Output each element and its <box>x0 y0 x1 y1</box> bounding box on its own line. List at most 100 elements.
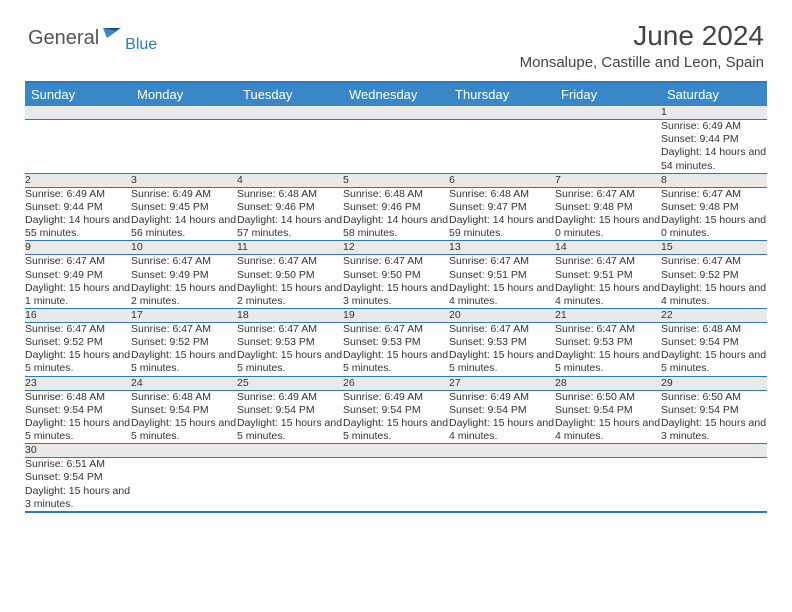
page-title: June 2024 <box>520 20 764 52</box>
sunset-value: 9:49 PM <box>64 269 103 281</box>
sunrise-line: Sunrise: 6:51 AM <box>25 458 131 471</box>
day-detail: Sunrise: 6:49 AMSunset: 9:45 PMDaylight:… <box>131 187 237 241</box>
daylight-value: 15 hours and 5 minutes. <box>555 349 660 374</box>
weekday-header: Tuesday <box>237 82 343 106</box>
daylight-value: 15 hours and 5 minutes. <box>343 417 448 442</box>
sunset-line: Sunset: 9:49 PM <box>131 269 237 282</box>
sunrise-value: 6:48 AM <box>384 188 423 200</box>
day-number: 19 <box>343 308 449 322</box>
daylight-value: 15 hours and 2 minutes. <box>131 282 236 307</box>
day-number: 24 <box>131 376 237 390</box>
day-number: 18 <box>237 308 343 322</box>
sunset-line: Sunset: 9:51 PM <box>449 269 555 282</box>
day-detail: Sunrise: 6:47 AMSunset: 9:53 PMDaylight:… <box>237 323 343 377</box>
sunrise-line: Sunrise: 6:47 AM <box>661 188 767 201</box>
detail-row: Sunrise: 6:47 AMSunset: 9:52 PMDaylight:… <box>25 323 767 377</box>
daylight-value: 15 hours and 5 minutes. <box>131 349 236 374</box>
sunrise-value: 6:47 AM <box>596 255 635 267</box>
daylight-line: Daylight: 15 hours and 4 minutes. <box>555 282 661 308</box>
daylight-line: Daylight: 15 hours and 1 minute. <box>25 282 131 308</box>
sunset-line: Sunset: 9:46 PM <box>343 201 449 214</box>
sunset-value: 9:51 PM <box>488 269 527 281</box>
sunset-value: 9:54 PM <box>382 404 421 416</box>
empty-cell <box>449 120 555 174</box>
daylight-value: 15 hours and 0 minutes. <box>661 214 766 239</box>
daylight-line: Daylight: 15 hours and 2 minutes. <box>131 282 237 308</box>
sunrise-line: Sunrise: 6:49 AM <box>25 188 131 201</box>
daylight-value: 15 hours and 1 minute. <box>25 282 130 307</box>
empty-cell <box>555 458 661 512</box>
daylight-value: 15 hours and 3 minutes. <box>661 417 766 442</box>
title-block: June 2024 Monsalupe, Castille and Leon, … <box>520 20 764 71</box>
detail-row: Sunrise: 6:51 AMSunset: 9:54 PMDaylight:… <box>25 458 767 512</box>
daylight-line: Daylight: 15 hours and 3 minutes. <box>661 417 767 443</box>
sunset-line: Sunset: 9:49 PM <box>25 269 131 282</box>
sunrise-line: Sunrise: 6:48 AM <box>661 323 767 336</box>
day-detail: Sunrise: 6:47 AMSunset: 9:49 PMDaylight:… <box>131 255 237 309</box>
empty-cell <box>237 120 343 174</box>
daylight-line: Daylight: 14 hours and 56 minutes. <box>131 214 237 240</box>
empty-cell <box>131 458 237 512</box>
day-number: 25 <box>237 376 343 390</box>
day-detail: Sunrise: 6:49 AMSunset: 9:54 PMDaylight:… <box>449 390 555 444</box>
sunrise-line: Sunrise: 6:49 AM <box>237 391 343 404</box>
day-detail: Sunrise: 6:47 AMSunset: 9:53 PMDaylight:… <box>449 323 555 377</box>
empty-cell <box>555 106 661 120</box>
day-detail: Sunrise: 6:49 AMSunset: 9:54 PMDaylight:… <box>343 390 449 444</box>
day-number: 4 <box>237 173 343 187</box>
empty-cell <box>661 444 767 458</box>
sunrise-value: 6:48 AM <box>490 188 529 200</box>
sunset-line: Sunset: 9:44 PM <box>25 201 131 214</box>
day-number: 29 <box>661 376 767 390</box>
day-number: 22 <box>661 308 767 322</box>
sunset-line: Sunset: 9:54 PM <box>237 404 343 417</box>
day-detail: Sunrise: 6:50 AMSunset: 9:54 PMDaylight:… <box>555 390 661 444</box>
sunrise-value: 6:47 AM <box>702 255 741 267</box>
daynum-row: 23242526272829 <box>25 376 767 390</box>
daylight-line: Daylight: 15 hours and 5 minutes. <box>237 349 343 375</box>
daylight-value: 15 hours and 2 minutes. <box>237 282 342 307</box>
empty-cell <box>237 106 343 120</box>
sunrise-line: Sunrise: 6:47 AM <box>131 255 237 268</box>
daylight-value: 15 hours and 5 minutes. <box>343 349 448 374</box>
daylight-value: 15 hours and 4 minutes. <box>555 417 660 442</box>
day-number: 23 <box>25 376 131 390</box>
weekday-header: Monday <box>131 82 237 106</box>
sunrise-value: 6:47 AM <box>172 255 211 267</box>
sunrise-value: 6:50 AM <box>702 391 741 403</box>
sunset-value: 9:52 PM <box>170 336 209 348</box>
sunrise-value: 6:47 AM <box>278 323 317 335</box>
day-detail: Sunrise: 6:47 AMSunset: 9:48 PMDaylight:… <box>661 187 767 241</box>
sunset-value: 9:53 PM <box>488 336 527 348</box>
sunrise-value: 6:49 AM <box>172 188 211 200</box>
sunset-line: Sunset: 9:53 PM <box>449 336 555 349</box>
daylight-line: Daylight: 15 hours and 4 minutes. <box>449 282 555 308</box>
day-number: 10 <box>131 241 237 255</box>
detail-row: Sunrise: 6:48 AMSunset: 9:54 PMDaylight:… <box>25 390 767 444</box>
daylight-value: 15 hours and 5 minutes. <box>25 349 130 374</box>
sunset-line: Sunset: 9:54 PM <box>661 404 767 417</box>
day-detail: Sunrise: 6:47 AMSunset: 9:53 PMDaylight:… <box>343 323 449 377</box>
empty-cell <box>343 106 449 120</box>
day-number: 26 <box>343 376 449 390</box>
daylight-line: Daylight: 15 hours and 4 minutes. <box>555 417 661 443</box>
sunrise-value: 6:48 AM <box>66 391 105 403</box>
sunset-value: 9:44 PM <box>64 201 103 213</box>
sunset-line: Sunset: 9:54 PM <box>661 336 767 349</box>
empty-cell <box>25 120 131 174</box>
sunset-value: 9:52 PM <box>700 269 739 281</box>
sunset-line: Sunset: 9:52 PM <box>661 269 767 282</box>
sunrise-value: 6:47 AM <box>278 255 317 267</box>
daynum-row: 2345678 <box>25 173 767 187</box>
location-label: Monsalupe, Castille and Leon, Spain <box>520 54 764 71</box>
sunset-value: 9:54 PM <box>700 404 739 416</box>
daylight-line: Daylight: 15 hours and 2 minutes. <box>237 282 343 308</box>
daylight-value: 14 hours and 59 minutes. <box>449 214 554 239</box>
sunset-value: 9:53 PM <box>276 336 315 348</box>
sunrise-value: 6:47 AM <box>66 255 105 267</box>
calendar-table: SundayMondayTuesdayWednesdayThursdayFrid… <box>25 81 767 513</box>
day-number: 11 <box>237 241 343 255</box>
sunrise-value: 6:48 AM <box>702 323 741 335</box>
daylight-line: Daylight: 15 hours and 3 minutes. <box>25 485 131 511</box>
sunset-value: 9:54 PM <box>488 404 527 416</box>
